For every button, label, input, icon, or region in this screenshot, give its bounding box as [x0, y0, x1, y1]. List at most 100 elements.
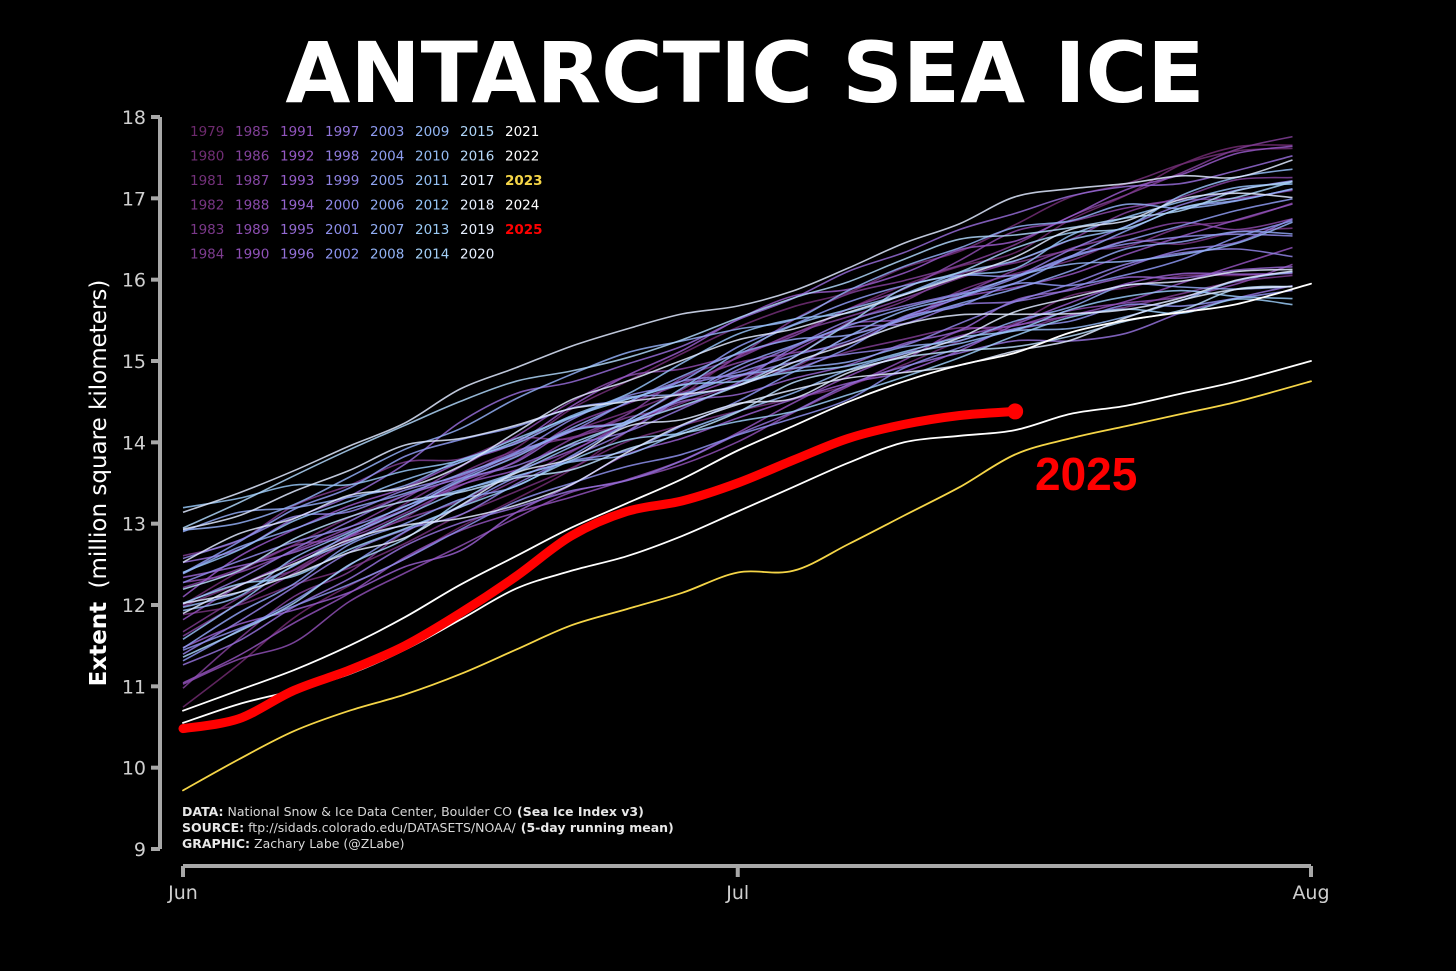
y-tick-label-17: 17	[122, 188, 146, 210]
y-tick-label-13: 13	[122, 514, 146, 536]
series-line-2018	[182, 192, 1293, 564]
legend-item-2011: 2011	[415, 173, 449, 189]
legend-item-1989: 1989	[235, 222, 269, 238]
legend-item-1987: 1987	[235, 173, 269, 189]
y-axis-label: Extent (million square kilometers)	[86, 280, 112, 687]
legend-item-2007: 2007	[370, 222, 404, 238]
series-line-2004	[182, 188, 1293, 649]
x-tick-label-aug: Aug	[1292, 882, 1329, 904]
legend-item-2025: 2025	[505, 222, 543, 238]
y-tick-label-9: 9	[134, 839, 146, 861]
y-tick-label-18: 18	[122, 107, 146, 129]
series-line-2025	[178, 406, 1020, 734]
credit-line-1: DATA: National Snow & Ice Data Center, Bo…	[182, 804, 644, 819]
legend-item-2002: 2002	[325, 247, 359, 263]
series-line-2023	[182, 380, 1312, 792]
series-line-2001	[182, 289, 1293, 651]
legend-item-2018: 2018	[460, 198, 494, 214]
y-tick-label-16: 16	[122, 270, 146, 292]
legend-item-2009: 2009	[415, 124, 449, 140]
legend-item-2022: 2022	[505, 149, 539, 165]
y-tick-label-12: 12	[122, 595, 146, 617]
y-tick-label-11: 11	[122, 676, 146, 698]
y-axis-label-bold: Extent	[86, 602, 112, 687]
legend-item-1988: 1988	[235, 198, 269, 214]
legend-item-2004: 2004	[370, 149, 404, 165]
legend-item-2023: 2023	[505, 173, 543, 189]
legend-item-1992: 1992	[280, 149, 314, 165]
legend-item-2013: 2013	[415, 222, 449, 238]
series-line-2011	[182, 183, 1293, 574]
legend-item-1990: 1990	[235, 247, 269, 263]
legend: 1979 1980 1981 1982 1983 1984 1985 1986 1987 1988…	[190, 124, 543, 263]
series-line-1990	[182, 246, 1293, 684]
legend-item-1986: 1986	[235, 149, 269, 165]
series-line-2012	[182, 289, 1293, 509]
annotation-2025: 2025	[1035, 448, 1137, 500]
legend-item-1985: 1985	[235, 124, 269, 140]
legend-item-2012: 2012	[415, 198, 449, 214]
legend-item-2001: 2001	[325, 222, 359, 238]
credit-text: National Snow & Ice Data Center, Boulder…	[228, 804, 513, 819]
x-tick-label-jul: Jul	[725, 882, 749, 904]
credit-line-3: GRAPHIC: Zachary Labe (@ZLabe)	[182, 836, 405, 851]
legend-item-1997: 1997	[325, 124, 359, 140]
legend-item-2005: 2005	[370, 173, 404, 189]
legend-item-1984: 1984	[190, 247, 224, 263]
legend-item-2019: 2019	[460, 222, 494, 238]
legend-item-1995: 1995	[280, 222, 314, 238]
x-tick-label-jun: Jun	[167, 882, 198, 904]
series-line-1995	[182, 155, 1293, 564]
legend-item-1993: 1993	[280, 173, 314, 189]
credit-label: DATA:	[182, 804, 224, 819]
legend-item-1999: 1999	[325, 173, 359, 189]
credits: DATA: National Snow & Ice Data Center, Bo…	[182, 804, 674, 851]
y-tick-label-14: 14	[122, 432, 146, 454]
legend-item-1980: 1980	[190, 149, 224, 165]
series-line-1991	[182, 203, 1293, 621]
credit-line-2: SOURCE: ftp://sidads.colorado.edu/DATASET…	[182, 820, 674, 835]
legend-item-2000: 2000	[325, 198, 359, 214]
legend-item-2020: 2020	[460, 247, 494, 263]
legend-item-2021: 2021	[505, 124, 539, 140]
legend-item-2024: 2024	[505, 198, 539, 214]
legend-item-1983: 1983	[190, 222, 224, 238]
series-line-2015	[182, 180, 1293, 529]
series-line-2019	[182, 268, 1293, 605]
series-line-2021	[182, 270, 1293, 531]
legend-item-2006: 2006	[370, 198, 404, 214]
legend-item-1982: 1982	[190, 198, 224, 214]
legend-item-2017: 2017	[460, 173, 494, 189]
series-line-1989	[182, 263, 1293, 685]
axes: 9 10 11 12 13 14 15 16 17 18 Jun Jul Aug	[122, 107, 1330, 904]
historical-lines	[182, 135, 1293, 708]
y-tick-label-10: 10	[122, 758, 146, 780]
series-line-2010	[182, 168, 1293, 640]
credit-label: GRAPHIC:	[182, 836, 250, 851]
credit-extra: (Sea Ice Index v3)	[517, 804, 644, 819]
credit-text: ftp://sidads.colorado.edu/DATASETS/NOAA/	[248, 820, 516, 835]
y-axis-label-rest: (million square kilometers)	[86, 280, 112, 589]
legend-item-1979: 1979	[190, 124, 224, 140]
series-line-1997	[182, 218, 1293, 605]
highlight-lines	[178, 282, 1312, 792]
legend-item-2014: 2014	[415, 247, 449, 263]
credit-label: SOURCE:	[182, 820, 244, 835]
series-line-2013	[182, 298, 1293, 604]
legend-item-1991: 1991	[280, 124, 314, 140]
legend-item-2008: 2008	[370, 247, 404, 263]
series-line-2007	[182, 188, 1293, 531]
legend-item-1981: 1981	[190, 173, 224, 189]
series-line-1988	[182, 189, 1293, 584]
series-line-2020	[182, 159, 1293, 514]
series-line-2022	[182, 282, 1312, 712]
legend-item-1998: 1998	[325, 149, 359, 165]
y-tick-label-15: 15	[122, 351, 146, 373]
series-line-2000	[182, 233, 1293, 584]
legend-item-2010: 2010	[415, 149, 449, 165]
legend-item-1994: 1994	[280, 198, 314, 214]
credit-extra: (5-day running mean)	[521, 820, 674, 835]
series-endpoint-2025	[1007, 403, 1024, 420]
legend-item-1996: 1996	[280, 247, 314, 263]
